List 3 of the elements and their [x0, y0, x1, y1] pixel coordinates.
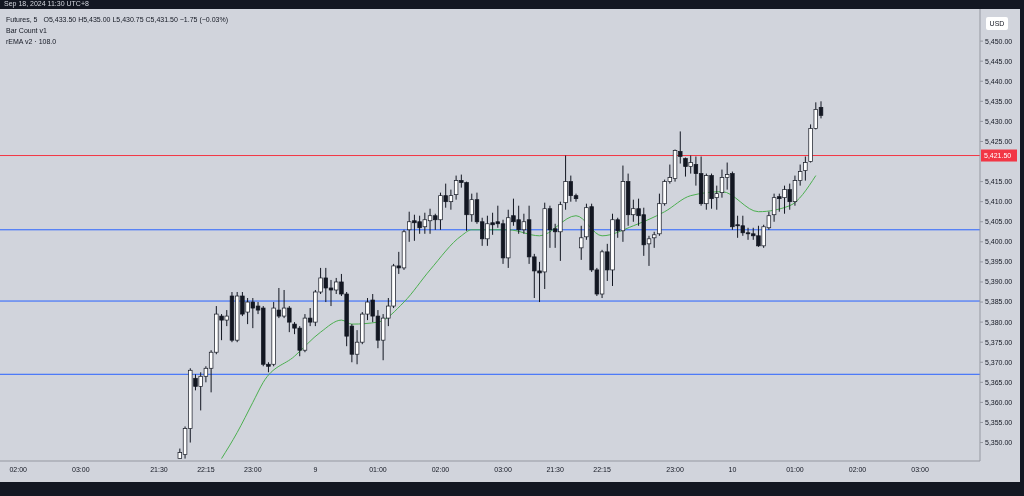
line-series — [221, 175, 817, 460]
candlestick — [579, 225, 584, 261]
candlestick — [803, 156, 808, 182]
